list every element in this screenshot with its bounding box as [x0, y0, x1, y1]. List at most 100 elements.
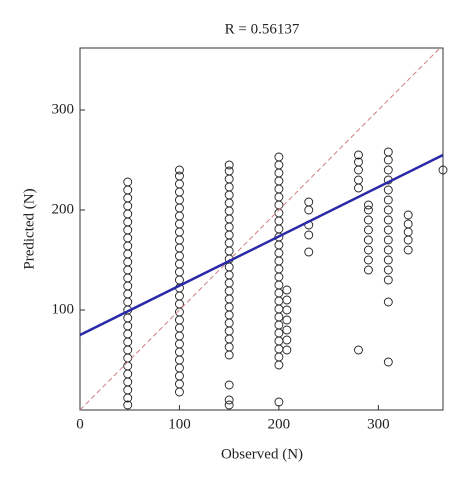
point — [224, 318, 234, 328]
point — [274, 224, 284, 234]
point — [175, 251, 184, 261]
point — [224, 342, 234, 352]
point — [123, 400, 133, 410]
point — [274, 184, 284, 194]
point — [123, 209, 133, 219]
point — [403, 235, 413, 245]
point — [175, 387, 184, 397]
point — [175, 323, 184, 333]
point — [363, 215, 373, 225]
point — [175, 379, 184, 389]
point — [224, 334, 234, 344]
point — [282, 285, 292, 295]
point — [363, 255, 373, 265]
point — [363, 245, 373, 255]
point — [224, 190, 234, 200]
point — [274, 272, 284, 282]
point — [123, 313, 133, 323]
x-tick-label: 100 — [168, 416, 191, 432]
point — [354, 175, 363, 185]
point — [304, 247, 314, 257]
x-tick-label: 300 — [367, 416, 390, 432]
point — [123, 361, 133, 371]
y-axis-label: Predicted (N) — [21, 188, 37, 269]
point — [175, 165, 184, 175]
point — [383, 245, 393, 255]
point — [123, 249, 133, 259]
point — [383, 185, 393, 195]
point — [175, 307, 184, 317]
point — [123, 177, 133, 187]
chart-title: R = 0.56137 — [225, 21, 300, 37]
point — [282, 295, 292, 305]
point — [175, 171, 184, 181]
point — [175, 211, 184, 221]
point — [383, 165, 393, 175]
point — [282, 325, 292, 335]
point — [363, 200, 373, 210]
point — [383, 297, 393, 307]
point — [224, 380, 234, 390]
point — [403, 210, 413, 220]
point — [354, 150, 363, 160]
y-tick-label: 100 — [52, 301, 75, 317]
y-tick-label: 200 — [52, 201, 75, 217]
point — [123, 217, 133, 227]
point — [383, 265, 393, 275]
point — [383, 275, 393, 285]
point — [123, 185, 133, 195]
point — [224, 160, 234, 170]
point — [383, 225, 393, 235]
point — [304, 197, 314, 207]
point — [123, 201, 133, 211]
fit-line — [79, 153, 444, 337]
point — [224, 206, 234, 216]
point — [274, 248, 284, 258]
point — [175, 235, 184, 245]
point — [274, 160, 284, 170]
point — [224, 294, 234, 304]
point — [123, 281, 133, 291]
point — [274, 397, 284, 407]
point — [354, 165, 363, 175]
y-tick-label: 300 — [52, 101, 75, 117]
point — [175, 315, 184, 325]
point — [383, 205, 393, 215]
point — [274, 256, 284, 266]
point — [363, 225, 373, 235]
point — [282, 315, 292, 325]
point — [224, 270, 234, 280]
point — [224, 310, 234, 320]
point — [224, 198, 234, 208]
point — [363, 265, 373, 275]
point — [354, 157, 363, 167]
point — [274, 168, 284, 178]
point — [123, 193, 133, 203]
point — [274, 304, 284, 314]
point — [403, 219, 413, 229]
point — [383, 155, 393, 165]
point — [175, 195, 184, 205]
point — [175, 187, 184, 197]
point — [403, 227, 413, 237]
point — [383, 215, 393, 225]
point — [224, 246, 234, 256]
point — [123, 257, 133, 267]
point — [175, 339, 184, 349]
point — [123, 321, 133, 331]
point — [282, 305, 292, 315]
point — [175, 355, 184, 365]
point — [175, 267, 184, 277]
point — [383, 255, 393, 265]
point — [175, 291, 184, 301]
x-tick-label: 0 — [76, 416, 84, 432]
point — [224, 174, 234, 184]
point — [175, 227, 184, 237]
point — [123, 337, 133, 347]
point — [274, 288, 284, 298]
point — [274, 352, 284, 362]
point — [175, 259, 184, 269]
point — [175, 219, 184, 229]
point — [224, 222, 234, 232]
point — [175, 179, 184, 189]
